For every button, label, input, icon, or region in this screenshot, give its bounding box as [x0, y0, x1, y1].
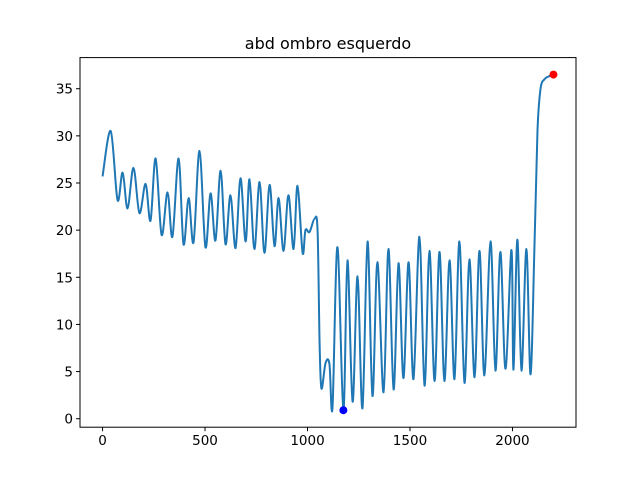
marker-point	[339, 406, 348, 415]
y-tick-label: 15	[56, 270, 73, 286]
x-tick-label: 1500	[393, 433, 427, 449]
x-tick-label: 500	[192, 433, 218, 449]
y-tick-label: 20	[56, 223, 73, 239]
x-tick-label: 0	[98, 433, 107, 449]
x-tick-label: 1000	[290, 433, 324, 449]
y-tick-label: 0	[64, 412, 73, 428]
y-tick-label: 5	[64, 365, 73, 381]
y-tick-label: 35	[56, 82, 73, 98]
marker-point	[549, 70, 558, 79]
x-tick-label: 2000	[495, 433, 529, 449]
plot-frame	[79, 57, 577, 428]
y-tick-label: 25	[56, 176, 73, 192]
y-tick-label: 30	[56, 129, 73, 145]
series-line	[101, 73, 554, 413]
chart-title: abd ombro esquerdo	[245, 34, 411, 53]
y-tick-label: 10	[56, 317, 73, 333]
